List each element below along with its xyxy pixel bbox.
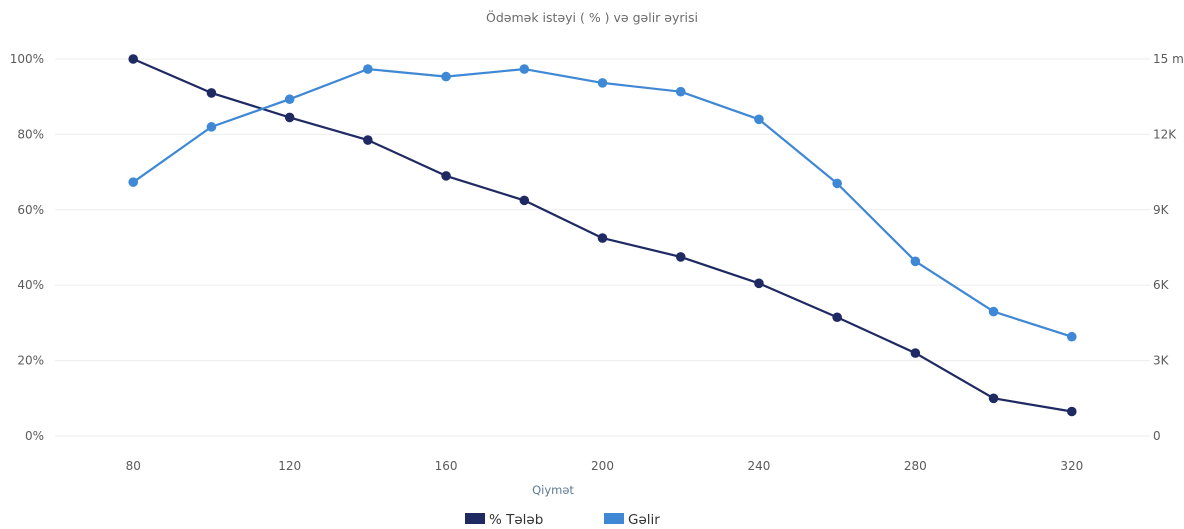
legend-label-revenue: Gəlir — [628, 512, 660, 528]
chart-title: Ödəmək istəyi ( % ) və gəlir əyrisi — [486, 9, 698, 25]
data-point-demand[interactable] — [363, 135, 373, 145]
data-point-demand[interactable] — [128, 54, 139, 64]
y-left-tick-label: 40% — [17, 278, 44, 292]
y-right-tick-label: 6K — [1153, 278, 1170, 292]
data-point-revenue[interactable] — [441, 71, 451, 82]
data-point-revenue[interactable] — [1066, 331, 1077, 342]
data-point-demand[interactable] — [988, 393, 999, 404]
data-point-revenue[interactable] — [363, 64, 373, 74]
y-left-tick-label: 0% — [25, 429, 44, 443]
data-point-demand[interactable] — [910, 348, 921, 358]
y-left-tick-label: 100% — [10, 52, 44, 66]
data-point-revenue[interactable] — [754, 114, 764, 125]
y-right-tick-label: 12K — [1153, 127, 1177, 141]
data-point-demand[interactable] — [597, 233, 608, 243]
legend-label-demand: % Tələb — [489, 512, 543, 528]
x-tick-label: 120 — [278, 459, 301, 473]
x-tick-label: 160 — [435, 459, 458, 473]
data-point-demand[interactable] — [754, 278, 764, 289]
data-point-demand[interactable] — [1066, 406, 1077, 417]
y-right-tick-label: 9K — [1153, 203, 1170, 217]
x-tick-label: 320 — [1060, 459, 1083, 473]
x-axis-ticks: 80 120 160 200 240 280 320 — [126, 459, 1084, 473]
x-axis-label: Qiymət — [532, 483, 574, 497]
series-layer — [128, 54, 1077, 417]
data-point-demand[interactable] — [519, 195, 530, 206]
y-right-tick-label: 15 min — [1153, 52, 1184, 66]
grid — [55, 58, 1150, 437]
data-point-revenue[interactable] — [910, 256, 921, 267]
y-axis-left-ticks: 0% 20% 40% 60% 80% 100% — [10, 52, 44, 443]
data-point-revenue[interactable] — [206, 122, 217, 132]
series-line-revenue — [132, 67, 1073, 338]
y-left-tick-label: 80% — [17, 127, 44, 141]
y-right-tick-label: 0 — [1153, 429, 1161, 443]
data-point-revenue[interactable] — [519, 64, 530, 74]
x-tick-label: 280 — [904, 459, 927, 473]
data-point-revenue[interactable] — [832, 178, 842, 189]
y-left-tick-label: 20% — [17, 354, 44, 368]
legend-swatch-demand — [465, 513, 485, 524]
data-point-demand[interactable] — [284, 112, 295, 123]
data-point-revenue[interactable] — [128, 177, 139, 187]
data-point-revenue[interactable] — [597, 78, 608, 88]
data-point-demand[interactable] — [832, 312, 842, 323]
data-point-demand[interactable] — [206, 88, 217, 98]
y-left-tick-label: 60% — [17, 203, 44, 217]
x-tick-label: 200 — [591, 459, 614, 473]
legend[interactable]: % Tələb Gəlir — [465, 512, 660, 528]
data-point-revenue[interactable] — [988, 306, 999, 317]
y-right-tick-label: 3K — [1153, 354, 1170, 368]
data-point-demand[interactable] — [675, 252, 686, 262]
data-point-revenue[interactable] — [284, 94, 295, 105]
x-tick-label: 80 — [126, 459, 141, 473]
x-tick-label: 240 — [747, 459, 770, 473]
y-axis-right-ticks: 0 3K 6K 9K 12K 15 min — [1153, 52, 1184, 443]
legend-swatch-revenue — [604, 513, 624, 524]
data-point-demand[interactable] — [441, 171, 451, 181]
data-point-revenue[interactable] — [675, 86, 686, 97]
